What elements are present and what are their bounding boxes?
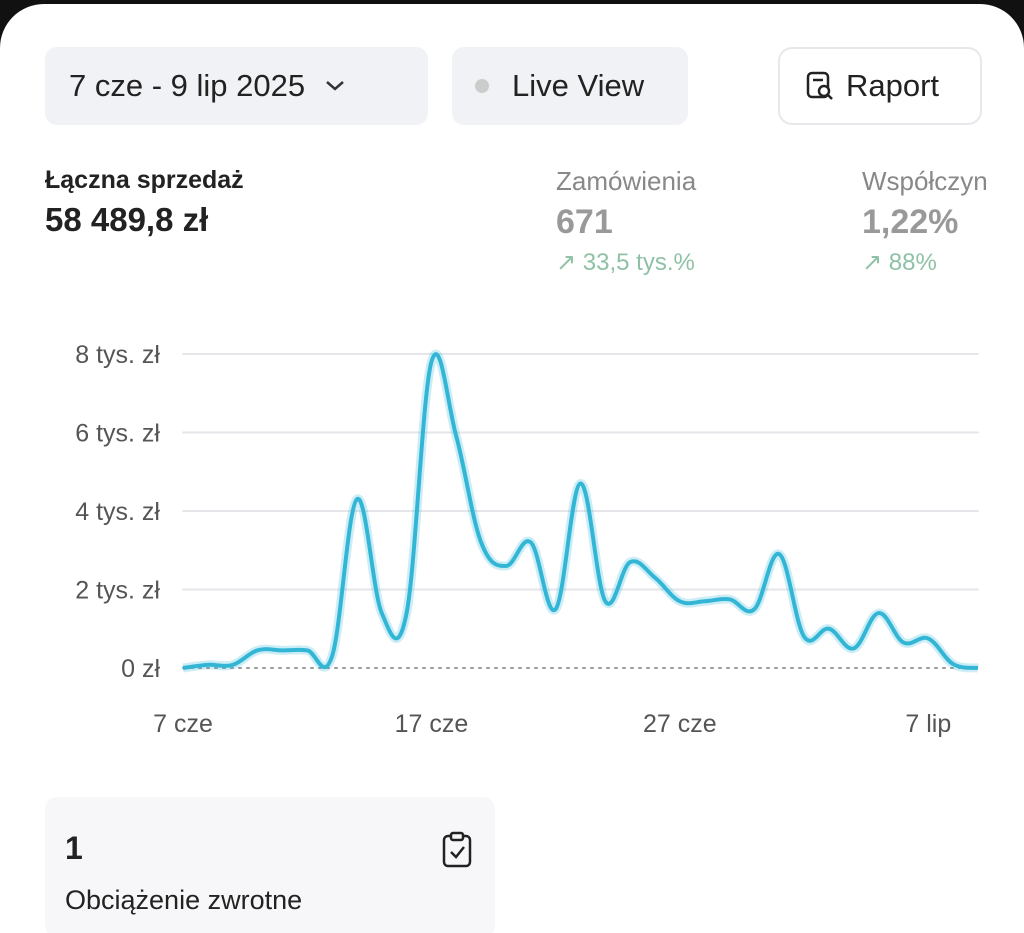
x-tick-label: 7 cze: [153, 710, 213, 738]
change-value: 33,5 tys.%: [582, 249, 695, 276]
live-view-button[interactable]: Live View: [452, 47, 688, 125]
metric-value: 671: [556, 203, 613, 241]
metric-change: ↗ 33,5 tys.%: [556, 248, 696, 277]
date-range-button[interactable]: 7 cze - 9 lip 2025: [45, 47, 428, 125]
y-tick-label: 8 tys. zł: [75, 341, 160, 369]
metric: Współczyn 1,22% ↗ 88%: [862, 166, 988, 277]
x-tick-label: 27 cze: [643, 710, 717, 738]
report-button[interactable]: Raport: [778, 47, 982, 125]
y-tick-label: 2 tys. zł: [75, 577, 160, 605]
y-tick-label: 0 zł: [121, 655, 160, 683]
arrow-icon: ↗: [862, 249, 889, 276]
arrow-icon: ↗: [556, 249, 583, 276]
app: 7 cze - 9 lip 2025 Live View Raport Łącz…: [0, 4, 1024, 933]
metric-change: ↗ 88%: [862, 248, 988, 277]
chart: 0 zł 2 tys. zł 4 tys. zł 6 tys. zł 8 tys. zł…: [75, 341, 979, 738]
chevron-icon: [326, 81, 344, 91]
report-label: Raport: [846, 68, 940, 103]
line: [182, 352, 979, 670]
metric: Zamówienia 671 ↗ 33,5 tys.%: [556, 166, 696, 277]
clipboard-icon: [442, 831, 472, 868]
y-tick-label: 4 tys. zł: [75, 498, 160, 526]
date-range: 7 cze - 9 lip 2025: [69, 68, 306, 103]
card-label: Obciążenie zwrotne: [65, 885, 303, 915]
change-value: 88%: [888, 249, 937, 276]
metric-value: 1,22%: [862, 203, 959, 241]
report-icon: [806, 71, 833, 100]
live-view-label: Live View: [512, 68, 645, 103]
x-tick-label: 7 lip: [905, 710, 951, 738]
x-tick-label: 17 cze: [395, 710, 469, 738]
chargeback-card[interactable]: 1 Obciążenie zwrotne: [45, 797, 495, 933]
card-value: 1: [65, 830, 83, 866]
metric-label: Łączna sprzedaż: [45, 166, 244, 194]
metric-value: 58 489,8 zł: [45, 201, 209, 238]
metric-label: Współczyn: [862, 166, 988, 196]
metric: Łączna sprzedaż 58 489,8 zł: [45, 166, 244, 239]
metric-label: Zamówienia: [556, 166, 697, 196]
y-tick-label: 6 tys. zł: [75, 420, 160, 448]
status-dot: [475, 79, 489, 93]
